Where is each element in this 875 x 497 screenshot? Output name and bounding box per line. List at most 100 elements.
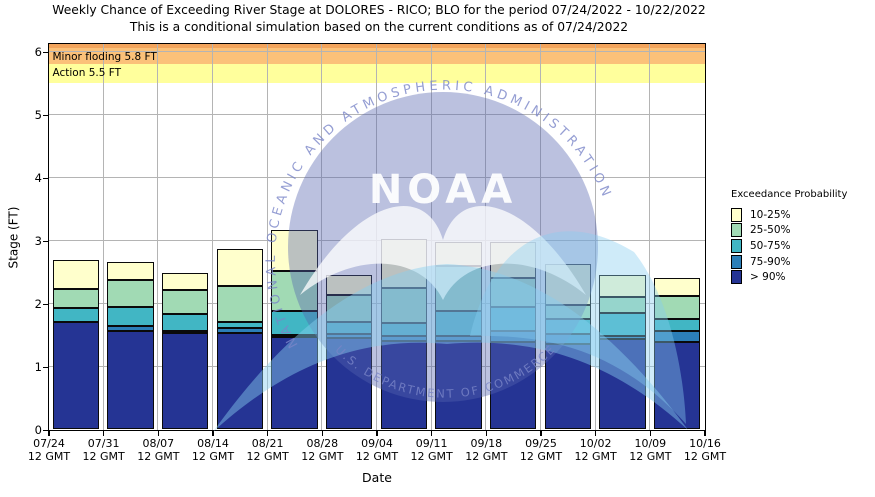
legend-item-label: 75-90% [750, 255, 791, 268]
y-tick-label: 0 [34, 423, 42, 437]
vertical-gridline [157, 43, 159, 430]
bar-segment-90 [325, 337, 373, 430]
bar-segment-7590 [599, 335, 646, 339]
vertical-gridline [430, 43, 432, 430]
x-tick-label: 10/16 12 GMT [677, 437, 733, 463]
bar-segment-1025 [544, 264, 592, 305]
bar-segment-1025 [653, 278, 701, 296]
x-tick-label: 08/28 12 GMT [294, 437, 350, 463]
x-tick-time: 12 GMT [27, 450, 71, 463]
bar-segment-2550 [161, 290, 209, 314]
x-tick-label: 10/09 12 GMT [622, 437, 678, 463]
bar-segment-2550 [325, 295, 373, 323]
legend-swatch [731, 207, 742, 222]
x-tick [649, 431, 652, 436]
y-tick-label: 4 [34, 171, 42, 185]
x-tick [48, 431, 50, 436]
bar-segment-5075 [435, 311, 482, 337]
bar-segment-7590 [544, 333, 592, 345]
legend-item: 50-75% [731, 238, 847, 254]
bar-segment-90 [489, 341, 537, 430]
vertical-gridline [266, 43, 268, 430]
vertical-gridline [321, 43, 323, 430]
chart-title: Weekly Chance of Exceeding River Stage a… [52, 3, 706, 17]
x-tick [266, 431, 269, 436]
bar-segment-5075 [380, 323, 428, 337]
x-tick-time: 12 GMT [191, 450, 235, 463]
bar-segment-2550 [544, 304, 592, 319]
bar-segment-1025 [325, 275, 373, 296]
legend-item-label: 50-75% [750, 239, 791, 252]
y-tick [43, 177, 48, 179]
x-tick-label: 09/18 12 GMT [458, 437, 514, 463]
bar-segment-2550 [435, 266, 482, 312]
bar-segment-1025 [435, 241, 482, 267]
x-tick [157, 431, 160, 436]
x-tick-label: 09/25 12 GMT [513, 437, 569, 463]
bar-segment-5075 [161, 313, 209, 331]
x-tick [212, 431, 214, 436]
y-tick [43, 303, 48, 305]
x-tick-time: 12 GMT [246, 450, 289, 463]
vertical-gridline [540, 43, 541, 430]
bar-segment-90 [435, 341, 482, 430]
legend-item: 25-50% [731, 223, 847, 239]
bar-segment-7590 [271, 335, 318, 337]
y-tick-label: 3 [34, 234, 42, 248]
x-tick [102, 431, 105, 436]
vertical-gridline [649, 43, 651, 430]
x-tick [430, 431, 433, 436]
x-tick-time: 12 GMT [465, 450, 508, 463]
legend: Exceedance Probability 10-25% 25-50% 50-75… [731, 189, 847, 285]
bar-segment-1025 [599, 274, 646, 298]
x-tick-time: 12 GMT [574, 450, 617, 463]
x-tick-time: 12 GMT [301, 450, 344, 463]
bar-segment-2550 [107, 280, 154, 308]
bar-segment-5075 [653, 318, 701, 332]
x-tick-date: 10/02 [579, 437, 612, 450]
x-tick [485, 431, 488, 436]
y-tick [43, 114, 48, 116]
plot-area: Minor floding 5.8 FT Action 5.5 FT [47, 42, 706, 431]
x-tick [321, 431, 324, 436]
bar-segment-5075 [52, 307, 100, 322]
bar-segment-90 [271, 336, 318, 430]
legend-title: Exceedance Probability [731, 189, 848, 200]
bar-segment-90 [216, 333, 264, 430]
x-tick-time: 12 GMT [683, 450, 727, 463]
x-tick-label: 07/31 12 GMT [76, 437, 132, 463]
legend-swatch [731, 223, 742, 238]
vertical-gridline [212, 43, 213, 430]
y-tick-label: 2 [34, 297, 42, 311]
x-tick-time: 12 GMT [519, 450, 563, 463]
bar-segment-90 [161, 333, 209, 430]
x-tick-label: 08/14 12 GMT [185, 437, 241, 463]
x-tick [704, 431, 706, 436]
bar-segment-90 [380, 341, 428, 430]
bar-segment-2550 [52, 289, 100, 308]
bar-segment-5075 [599, 312, 646, 336]
vertical-gridline [376, 43, 377, 430]
chart-subtitle: This is a conditional simulation based o… [129, 20, 629, 34]
horizontal-gridline [48, 303, 705, 304]
bar-segment-7590 [216, 328, 264, 334]
legend-item-label: > 90% [750, 271, 786, 284]
legend-swatch [731, 238, 742, 253]
vertical-gridline [102, 43, 104, 430]
x-tick-time: 12 GMT [137, 450, 180, 463]
bar-segment-2550 [599, 297, 646, 313]
flood-zone-label: Minor floding 5.8 FT [52, 51, 157, 64]
y-tick-label: 6 [34, 45, 42, 59]
y-tick [43, 429, 48, 431]
bar-segment-2550 [271, 271, 318, 312]
bar-segment-1025 [489, 242, 537, 278]
horizontal-gridline [48, 366, 705, 367]
bar-segment-5075 [107, 307, 154, 327]
x-tick-date: 09/25 [525, 437, 557, 450]
bar-segment-5075 [216, 322, 264, 329]
legend-item: > 90% [731, 269, 847, 285]
bar-segment-1025 [161, 272, 209, 291]
x-tick [376, 431, 378, 436]
bar-segment-7590 [107, 326, 154, 332]
